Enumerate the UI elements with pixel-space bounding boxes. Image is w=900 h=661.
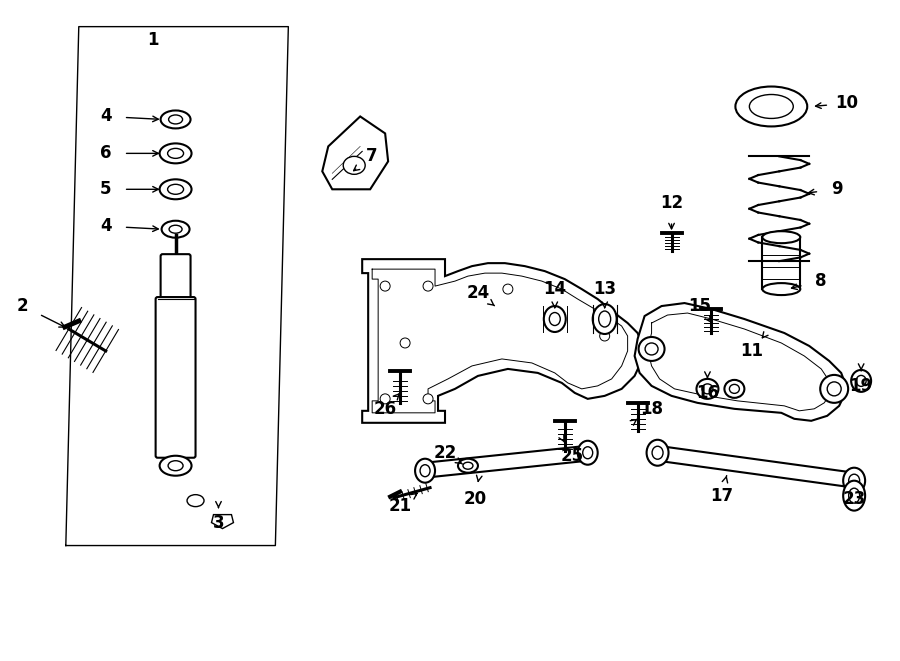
Text: 12: 12 <box>660 194 683 212</box>
Ellipse shape <box>582 447 593 459</box>
Ellipse shape <box>400 338 410 348</box>
Text: 3: 3 <box>212 514 224 531</box>
Ellipse shape <box>697 379 718 399</box>
Ellipse shape <box>593 304 616 334</box>
Text: 5: 5 <box>100 180 112 198</box>
Text: 17: 17 <box>710 486 733 504</box>
Ellipse shape <box>849 474 859 487</box>
Text: 6: 6 <box>100 144 112 163</box>
Text: 18: 18 <box>640 400 663 418</box>
Polygon shape <box>322 116 388 189</box>
Text: 19: 19 <box>850 377 873 395</box>
Text: 11: 11 <box>740 342 763 360</box>
Ellipse shape <box>423 394 433 404</box>
Text: 4: 4 <box>100 108 112 126</box>
Ellipse shape <box>843 468 865 494</box>
Text: 26: 26 <box>374 400 397 418</box>
Text: 1: 1 <box>147 30 158 49</box>
Text: 15: 15 <box>688 297 711 315</box>
FancyBboxPatch shape <box>156 297 195 457</box>
Ellipse shape <box>702 384 713 394</box>
Text: 20: 20 <box>464 490 487 508</box>
Text: 21: 21 <box>389 496 411 515</box>
Text: 9: 9 <box>832 180 843 198</box>
Ellipse shape <box>168 461 183 471</box>
Ellipse shape <box>168 115 183 124</box>
Text: 10: 10 <box>836 95 859 112</box>
Text: 23: 23 <box>842 490 866 508</box>
FancyBboxPatch shape <box>160 254 191 301</box>
Ellipse shape <box>167 148 184 159</box>
Polygon shape <box>362 259 642 423</box>
Ellipse shape <box>544 306 566 332</box>
Text: 22: 22 <box>434 444 456 462</box>
Text: 16: 16 <box>696 384 719 402</box>
Ellipse shape <box>729 385 740 393</box>
Ellipse shape <box>503 284 513 294</box>
Ellipse shape <box>159 455 192 476</box>
Ellipse shape <box>843 481 865 510</box>
Ellipse shape <box>849 488 859 503</box>
Ellipse shape <box>827 382 842 396</box>
Ellipse shape <box>160 110 191 128</box>
Ellipse shape <box>159 179 192 199</box>
Ellipse shape <box>646 440 669 466</box>
Ellipse shape <box>820 375 848 403</box>
Ellipse shape <box>415 459 435 483</box>
Ellipse shape <box>458 459 478 473</box>
Text: 2: 2 <box>17 297 29 315</box>
Polygon shape <box>634 303 847 421</box>
Ellipse shape <box>380 281 390 291</box>
Polygon shape <box>212 515 233 529</box>
Text: 4: 4 <box>100 217 112 235</box>
Text: 8: 8 <box>815 272 827 290</box>
Ellipse shape <box>159 143 192 163</box>
Ellipse shape <box>187 494 204 506</box>
Ellipse shape <box>639 337 664 361</box>
Ellipse shape <box>856 375 866 387</box>
Ellipse shape <box>750 95 793 118</box>
Ellipse shape <box>380 394 390 404</box>
Ellipse shape <box>549 313 561 325</box>
Ellipse shape <box>162 221 190 238</box>
Ellipse shape <box>343 157 365 175</box>
Text: 14: 14 <box>544 280 566 298</box>
Ellipse shape <box>169 225 182 233</box>
Ellipse shape <box>423 281 433 291</box>
Text: 7: 7 <box>366 147 378 165</box>
Ellipse shape <box>578 441 598 465</box>
Ellipse shape <box>167 184 184 194</box>
Ellipse shape <box>652 446 663 459</box>
Ellipse shape <box>735 87 807 126</box>
Ellipse shape <box>724 380 744 398</box>
Ellipse shape <box>645 343 658 355</box>
Ellipse shape <box>463 462 473 469</box>
Text: 24: 24 <box>466 284 490 302</box>
Text: 25: 25 <box>560 447 583 465</box>
Ellipse shape <box>598 311 611 327</box>
Ellipse shape <box>851 370 871 392</box>
Ellipse shape <box>599 331 609 341</box>
Ellipse shape <box>762 231 800 243</box>
Ellipse shape <box>420 465 430 477</box>
Text: 13: 13 <box>593 280 616 298</box>
Ellipse shape <box>762 283 800 295</box>
